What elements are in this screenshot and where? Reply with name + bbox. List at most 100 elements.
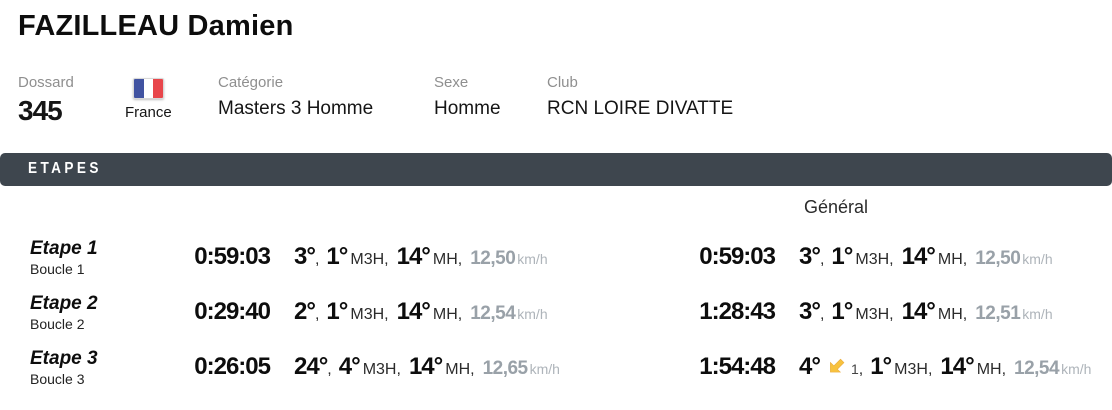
category-label: Catégorie [218,74,284,91]
speed-value: 12,65 [482,358,529,380]
speed-unit: km/h [529,361,560,378]
boucle-name: Boucle 3 [30,370,85,387]
stage-time: 0:26:05 [175,353,271,381]
rank-sex: 14° [940,353,974,381]
stage-ranks: 24°, 4° M3H, 14° MH, 12,65 km/h [270,353,600,381]
sex-code: MH, [976,361,1007,379]
rank-scratch: 2° [294,298,316,326]
rank-separator: , [819,306,825,324]
speed-unit: km/h [1061,361,1092,378]
trend-value: 1 [850,361,859,378]
rank-category: 1° [870,353,892,381]
rank-scratch: 3° [799,243,821,271]
rank-separator: , [314,251,320,269]
speed-unit: km/h [1022,251,1053,268]
general-column-header: Général [803,197,869,218]
speed-value: 12,54 [1014,358,1060,380]
athlete-result-page: FAZILLEAU Damien Dossard 345 France Caté… [0,10,1112,395]
rank-category: 1° [831,243,853,271]
table-row: Etape 1 Boucle 1 0:59:03 3°, 1° M3H, 14° MH,… [0,230,1112,285]
club-label: Club [547,74,578,91]
category-code: M3H, [855,251,894,269]
category-code: M3H, [855,306,894,324]
stage-time-value: 0:59:03 [194,243,271,271]
general-time-value: 1:54:48 [699,353,776,381]
category-block: Catégorie Masters 3 Homme [218,74,434,121]
rank-category: 1° [831,298,853,326]
rank-sex: 14° [408,353,443,381]
etapes-section-header[interactable]: ETAPES [0,152,1112,186]
boucle-name: Boucle 1 [30,260,85,277]
etape-cell: Etape 1 Boucle 1 [0,237,175,278]
sex-code: MH, [937,306,968,324]
speed-value: 12,54 [470,303,516,325]
rank-separator: , [314,306,320,324]
dossard-value: 345 [18,95,63,126]
rank-scratch: 3° [294,243,316,271]
general-time: 1:54:48 [600,353,776,381]
stage-ranks: 2°, 1° M3H, 14° MH, 12,54 km/h [270,298,600,326]
rank-scratch: 4° [799,353,821,381]
sex-label: Sexe [434,74,469,91]
rank-sex: 14° [396,298,431,326]
etape-cell: Etape 2 Boucle 2 [0,292,175,333]
rank-separator: , [327,361,332,379]
athlete-info-bar: Dossard 345 France Catégorie Masters 3 H… [0,74,1112,128]
club-value: RCN LOIRE DIVATTE [547,98,734,119]
nationality-label: France [125,104,172,121]
dossard-label: Dossard [18,74,74,91]
category-code: M3H, [350,251,389,269]
rank-scratch: 3° [799,298,821,326]
etape-name: Etape 3 [30,347,98,369]
stage-ranks: 3°, 1° M3H, 14° MH, 12,50 km/h [270,243,600,271]
sex-code: MH, [937,251,968,269]
general-time-value: 1:28:43 [699,298,776,326]
general-time: 0:59:03 [600,243,776,271]
speed-value: 12,50 [470,248,516,270]
general-time: 1:28:43 [600,298,776,326]
speed-value: 12,51 [975,303,1021,325]
general-ranks: 3°, 1° M3H, 14° MH, 12,51 km/h [775,298,1112,326]
nationality-block: France [125,74,218,121]
stage-time: 0:59:03 [175,243,271,271]
sex-code: MH, [445,361,475,379]
france-flag-icon [133,78,164,99]
rank-sex: 14° [901,243,936,271]
category-code: M3H, [894,361,933,379]
table-header-row: Général [0,186,1112,230]
general-ranks: 4° 1, 1° M3H, 14° MH, 12,54 km/h [775,353,1112,381]
boucle-name: Boucle 2 [30,315,85,332]
category-code: M3H, [362,361,401,379]
rank-down-icon [828,355,847,374]
rank-scratch: 24° [294,353,328,381]
category-value: Masters 3 Homme [218,98,374,119]
etape-name: Etape 2 [30,292,98,314]
speed-unit: km/h [517,306,548,323]
category-code: M3H, [350,306,389,324]
sex-code: MH, [432,306,463,324]
etape-cell: Etape 3 Boucle 3 [0,347,175,388]
dossard-block: Dossard 345 [18,74,125,128]
table-row: Etape 2 Boucle 2 0:29:40 2°, 1° M3H, 14° MH,… [0,285,1112,340]
results-table: Général Etape 1 Boucle 1 0:59:03 3°, 1° M3… [0,186,1112,395]
general-ranks: 3°, 1° M3H, 14° MH, 12,50 km/h [775,243,1112,271]
general-time-value: 0:59:03 [699,243,776,271]
club-block: Club RCN LOIRE DIVATTE [547,74,733,121]
rank-sex: 14° [901,298,936,326]
rank-separator: , [858,361,864,379]
sex-block: Sexe Homme [434,74,547,121]
rank-category: 1° [326,298,348,326]
speed-unit: km/h [517,251,548,268]
sex-code: MH, [432,251,463,269]
speed-value: 12,50 [975,248,1021,270]
speed-unit: km/h [1022,306,1053,323]
stage-time-value: 0:29:40 [194,298,271,326]
page-title: FAZILLEAU Damien [18,10,294,42]
rank-category: 1° [326,243,348,271]
rank-category: 4° [338,353,361,381]
table-row: Etape 3 Boucle 3 0:26:05 24°, 4° M3H, 14° MH… [0,340,1112,395]
sex-value: Homme [434,98,501,119]
rank-separator: , [819,251,825,269]
etape-name: Etape 1 [30,237,98,259]
stage-time-value: 0:26:05 [194,353,271,381]
